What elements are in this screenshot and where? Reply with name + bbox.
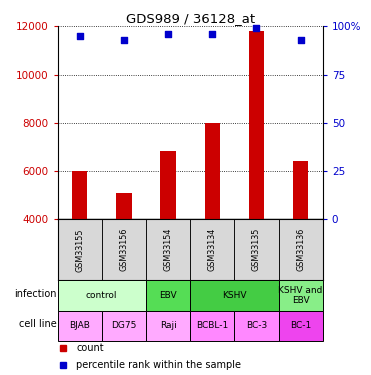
FancyBboxPatch shape: [58, 280, 146, 310]
Text: count: count: [76, 344, 104, 354]
Text: BC-1: BC-1: [290, 321, 311, 330]
Title: GDS989 / 36128_at: GDS989 / 36128_at: [125, 12, 255, 25]
Bar: [249, 31, 264, 219]
Text: KSHV: KSHV: [222, 291, 247, 300]
FancyBboxPatch shape: [234, 310, 279, 341]
Bar: [204, 123, 220, 219]
Text: infection: infection: [14, 289, 57, 299]
Point: [298, 37, 303, 43]
FancyBboxPatch shape: [190, 310, 234, 341]
FancyBboxPatch shape: [102, 310, 146, 341]
Text: GSM33156: GSM33156: [119, 228, 128, 272]
Point: [165, 31, 171, 37]
Point: [209, 31, 215, 37]
Bar: [116, 194, 132, 219]
Text: GSM33154: GSM33154: [164, 228, 173, 272]
Text: EBV: EBV: [159, 291, 177, 300]
FancyBboxPatch shape: [279, 310, 323, 341]
Point: [77, 33, 83, 39]
Bar: [72, 171, 87, 219]
Text: BCBL-1: BCBL-1: [196, 321, 229, 330]
FancyBboxPatch shape: [234, 219, 279, 280]
Bar: [160, 152, 176, 219]
Text: Raji: Raji: [160, 321, 176, 330]
Text: GSM33134: GSM33134: [208, 228, 217, 272]
FancyBboxPatch shape: [279, 280, 323, 310]
Text: KSHV and
EBV: KSHV and EBV: [279, 286, 323, 305]
Text: cell line: cell line: [19, 319, 57, 329]
FancyBboxPatch shape: [102, 219, 146, 280]
FancyBboxPatch shape: [146, 310, 190, 341]
FancyBboxPatch shape: [190, 280, 279, 310]
Text: control: control: [86, 291, 118, 300]
FancyBboxPatch shape: [58, 310, 102, 341]
Text: BC-3: BC-3: [246, 321, 267, 330]
Text: percentile rank within the sample: percentile rank within the sample: [76, 360, 241, 370]
FancyBboxPatch shape: [146, 280, 190, 310]
Text: GSM33155: GSM33155: [75, 228, 84, 272]
Text: DG75: DG75: [111, 321, 137, 330]
Point: [121, 37, 127, 43]
FancyBboxPatch shape: [190, 219, 234, 280]
FancyBboxPatch shape: [279, 219, 323, 280]
Bar: [293, 162, 308, 219]
FancyBboxPatch shape: [146, 219, 190, 280]
Point: [253, 25, 259, 31]
Text: BJAB: BJAB: [69, 321, 90, 330]
Text: GSM33136: GSM33136: [296, 228, 305, 272]
FancyBboxPatch shape: [58, 219, 102, 280]
Text: GSM33135: GSM33135: [252, 228, 261, 272]
